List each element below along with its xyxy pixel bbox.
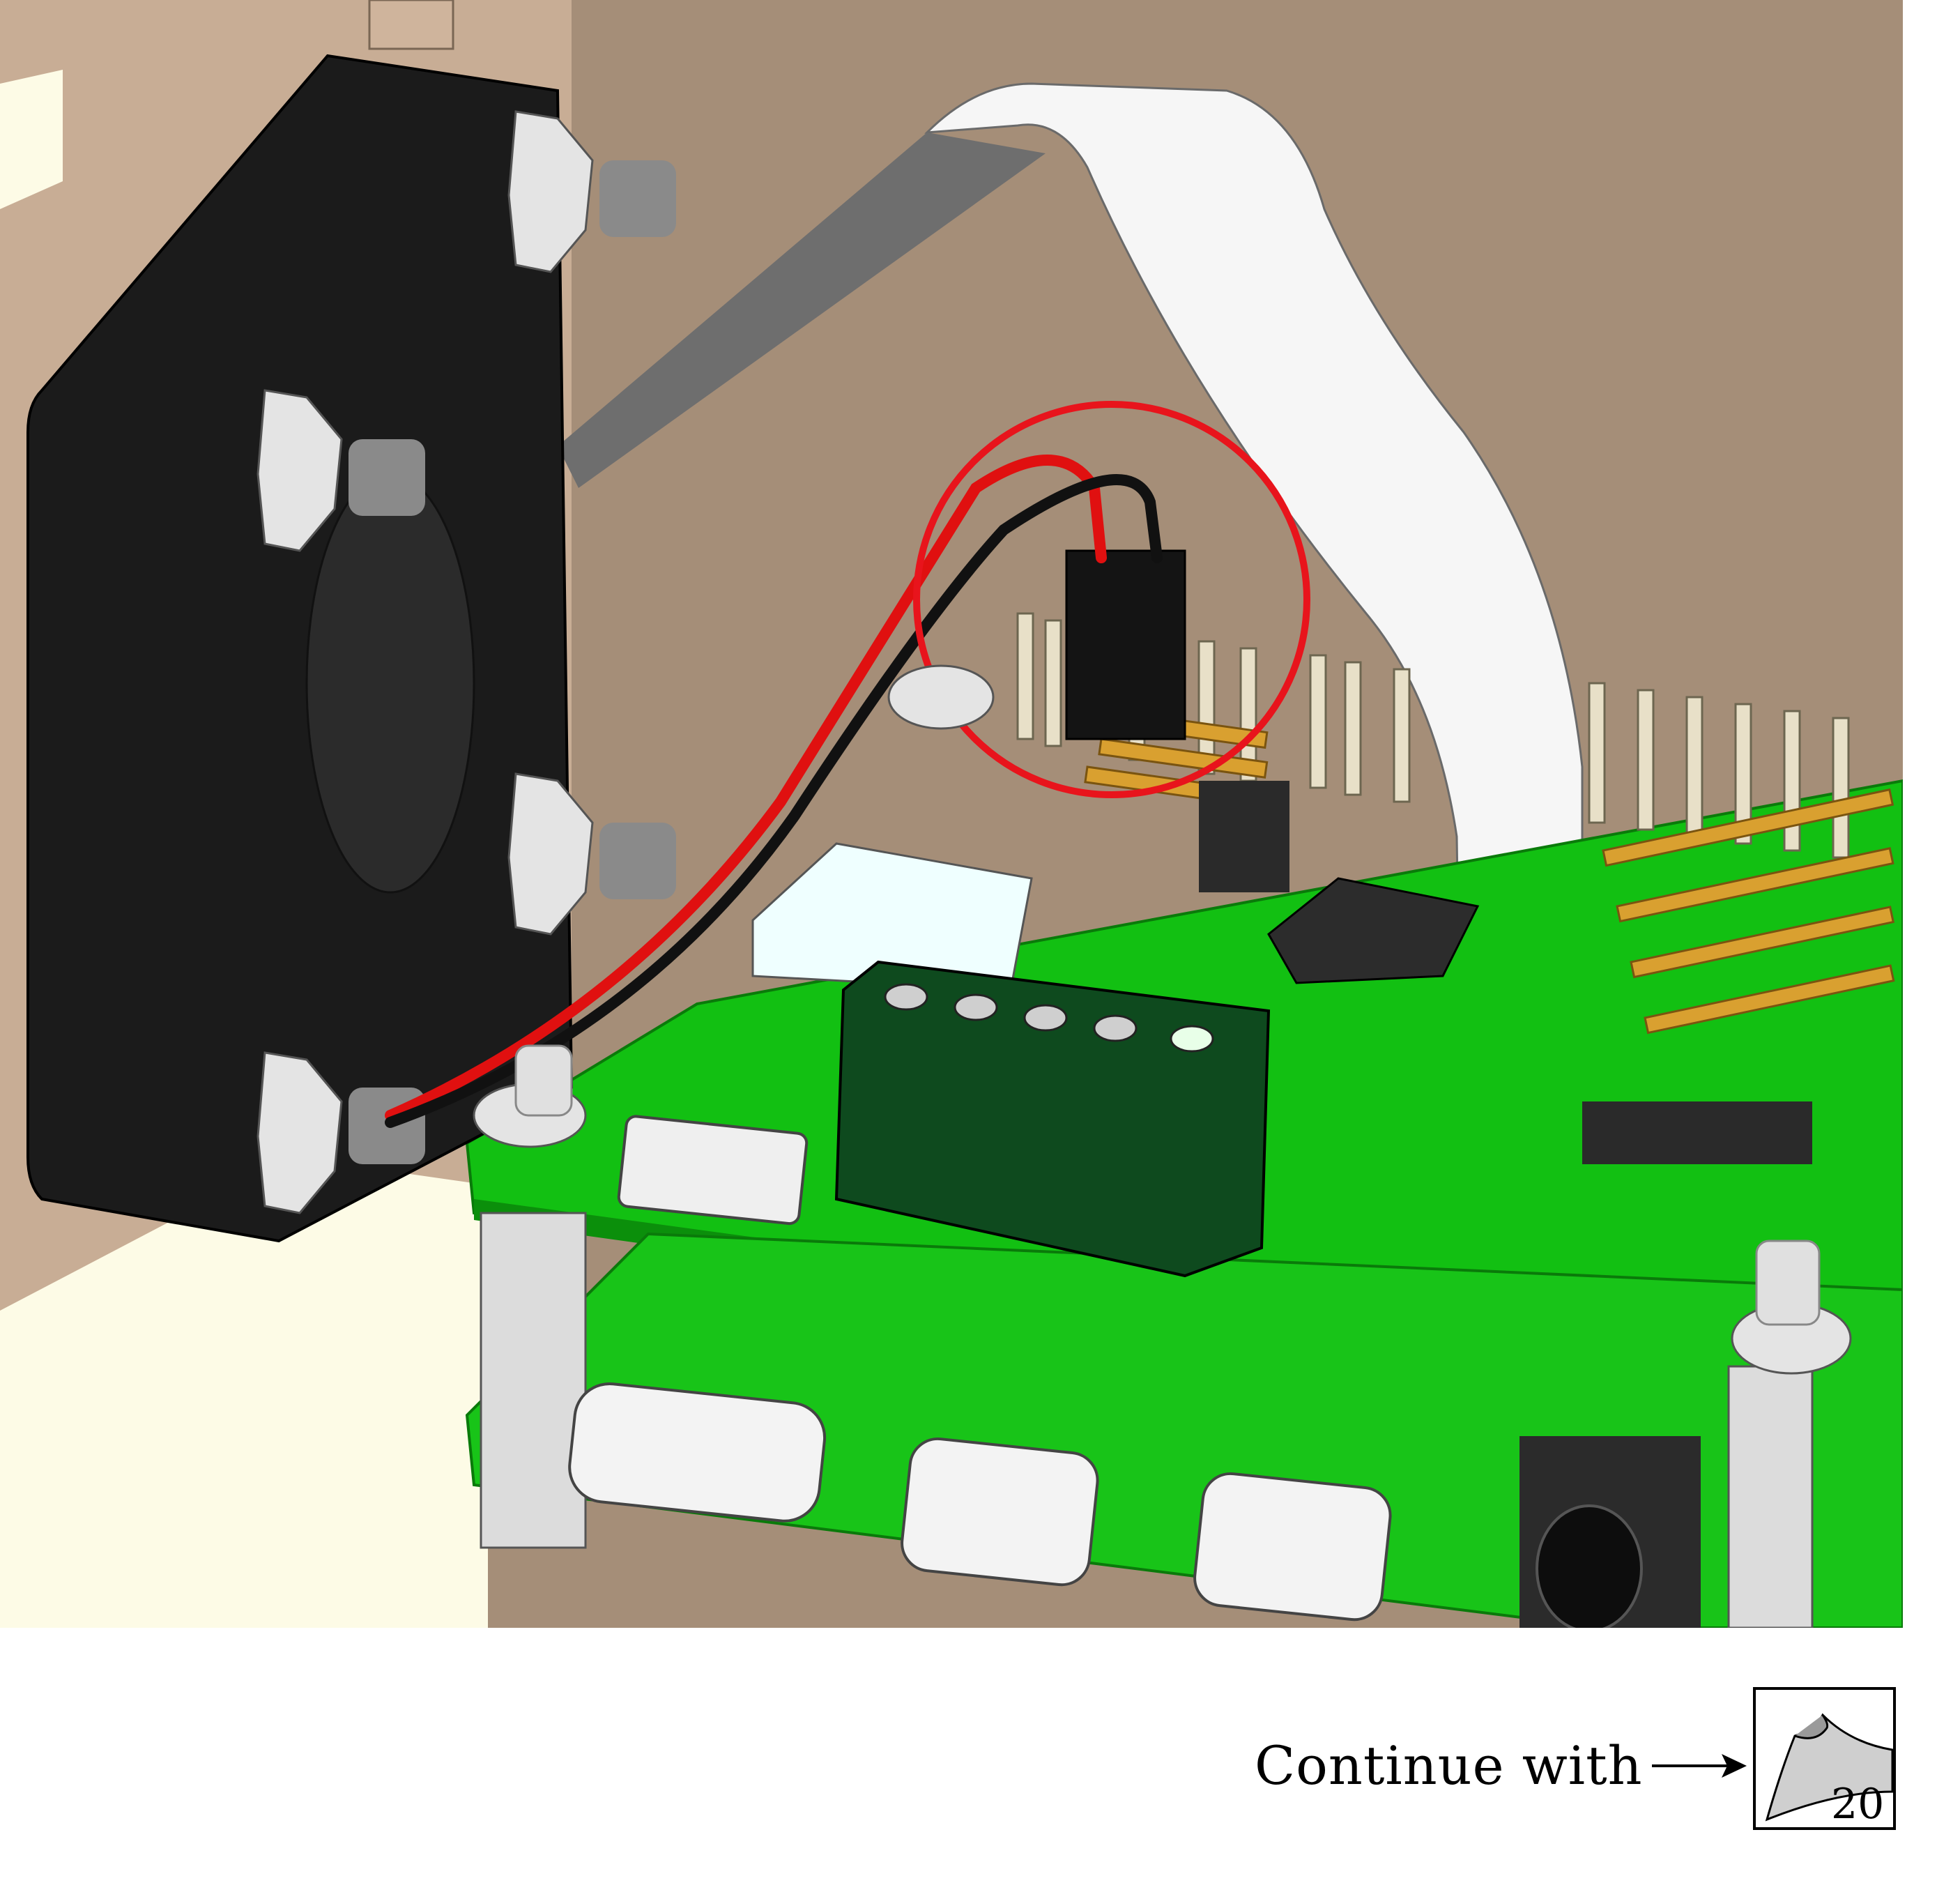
standoff-right <box>1727 1365 1814 1628</box>
header-block <box>1199 781 1289 892</box>
fan-rotor <box>305 473 475 894</box>
page-curl-icon <box>1753 1687 1896 1830</box>
screw-terminal-block <box>834 960 1271 1278</box>
usb-port-a <box>901 1437 1099 1587</box>
micro-usb-port <box>617 1115 809 1226</box>
board-nut-left <box>473 1044 587 1148</box>
standoff-left <box>480 1212 587 1549</box>
assembly-illustration <box>0 0 1903 1628</box>
ribbon-cable-shadow <box>558 132 1046 488</box>
angled-gold-pins <box>1084 710 1895 1035</box>
enclosure-bracket <box>368 0 454 50</box>
next-page-number: 20 <box>1831 1780 1885 1829</box>
highlight-circle <box>913 401 1310 798</box>
fan-body <box>26 54 574 1243</box>
right-arrow-icon <box>1652 1754 1747 1778</box>
board-nut-right <box>1731 1240 1852 1375</box>
usb-c-port <box>568 1382 827 1523</box>
enclosure-floor <box>0 1157 488 1628</box>
fan-nut-bottom-right <box>507 772 676 936</box>
continue-label: Continue with <box>1255 1734 1643 1797</box>
fan-wire-black <box>385 474 1163 1128</box>
fan-connector <box>1065 549 1186 740</box>
fan-nut-top-right <box>507 110 676 273</box>
enclosure-floor-left <box>0 70 63 209</box>
board-nut-middle <box>887 664 995 730</box>
fan-nut-top-left <box>257 389 425 552</box>
voltage-regulator <box>751 842 1033 991</box>
usb-port-b <box>1193 1472 1392 1622</box>
ic-chip <box>1267 877 1480 984</box>
header-block-right <box>1582 1101 1812 1164</box>
ribbon-cable <box>924 82 1584 1284</box>
fan-wire-red <box>385 455 1107 1121</box>
terminal-screws <box>884 983 1214 1053</box>
audio-jack-hole <box>1536 1504 1643 1628</box>
